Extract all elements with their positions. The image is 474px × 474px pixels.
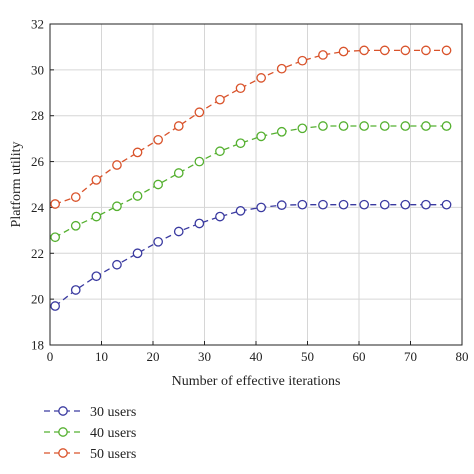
data-point — [215, 211, 225, 222]
data-point — [276, 63, 287, 74]
series-50-users — [50, 45, 452, 209]
y-tick-label: 30 — [31, 62, 44, 77]
data-point — [132, 147, 143, 158]
x-tick-label: 50 — [301, 349, 314, 364]
data-point — [173, 168, 184, 178]
data-point — [318, 121, 328, 131]
data-point — [421, 199, 431, 210]
data-point — [297, 123, 308, 134]
data-point — [112, 259, 122, 270]
legend-marker — [58, 427, 68, 437]
x-tick-label: 80 — [456, 349, 469, 364]
data-point — [276, 200, 287, 210]
data-point — [235, 83, 246, 94]
legend-item: 30 users — [44, 405, 136, 420]
data-point — [173, 226, 184, 237]
data-point — [359, 199, 369, 210]
data-point — [338, 121, 349, 131]
series-line — [54, 49, 447, 205]
legend-item: 40 users — [44, 426, 136, 441]
data-point — [50, 232, 61, 243]
x-axis-title: Number of effective iterations — [172, 374, 341, 389]
data-point — [70, 220, 81, 231]
data-point — [297, 199, 308, 210]
x-tick-label: 10 — [95, 349, 108, 364]
data-point — [379, 199, 390, 210]
data-point — [297, 55, 308, 66]
data-point — [235, 206, 246, 216]
grid-lines — [49, 23, 463, 346]
series-30-users — [50, 199, 452, 311]
data-point — [400, 45, 411, 56]
y-tick-label: 32 — [31, 17, 44, 32]
y-tick-label: 22 — [31, 246, 44, 261]
x-tick-label: 70 — [404, 349, 417, 364]
data-point — [421, 121, 431, 131]
data-point — [173, 121, 184, 131]
data-point — [379, 121, 390, 131]
legend-marker — [58, 406, 68, 416]
series-40-users — [50, 121, 452, 243]
y-axis-title: Platform utility — [9, 142, 24, 228]
legend-label: 50 users — [90, 447, 136, 462]
data-point — [256, 131, 266, 142]
data-point — [70, 192, 81, 202]
data-point — [215, 94, 225, 105]
data-point — [400, 199, 411, 210]
data-point — [441, 45, 452, 56]
data-point — [318, 50, 328, 60]
data-point — [441, 121, 452, 131]
y-tick-label: 24 — [31, 200, 45, 215]
data-point — [421, 45, 431, 56]
x-tick-label: 60 — [353, 349, 366, 364]
data-point — [153, 179, 163, 190]
data-point — [194, 107, 205, 118]
data-point — [359, 45, 369, 56]
legend-label: 30 users — [90, 405, 136, 420]
data-point — [112, 201, 122, 212]
data-point — [318, 199, 328, 210]
y-tick-label: 18 — [31, 338, 44, 353]
x-tick-label: 30 — [198, 349, 211, 364]
data-point — [379, 45, 390, 56]
data-point — [91, 271, 102, 282]
data-point — [132, 191, 143, 201]
x-tick-label: 20 — [147, 349, 160, 364]
data-point — [70, 285, 81, 295]
series-layer — [50, 45, 452, 311]
y-tick-label: 28 — [31, 108, 44, 123]
data-point — [91, 175, 102, 185]
data-point — [359, 121, 369, 131]
legend-label: 40 users — [90, 426, 136, 441]
y-tick-label: 20 — [31, 292, 44, 307]
data-point — [153, 134, 163, 145]
data-point — [50, 199, 61, 209]
data-point — [276, 126, 287, 137]
data-point — [338, 199, 349, 210]
legend-item: 50 users — [44, 447, 136, 462]
data-point — [132, 248, 143, 259]
legend: 30 users 40 users 50 users — [44, 405, 136, 462]
data-point — [256, 202, 266, 213]
data-point — [235, 138, 246, 149]
data-point — [194, 156, 205, 167]
data-point — [256, 73, 266, 83]
x-tick-label: 40 — [250, 349, 263, 364]
data-point — [441, 199, 452, 210]
x-tick-label: 0 — [47, 349, 54, 364]
data-point — [194, 218, 205, 229]
data-point — [400, 121, 411, 131]
legend-marker — [58, 448, 68, 458]
y-tick-label: 26 — [31, 154, 45, 169]
data-point — [215, 146, 225, 157]
data-point — [91, 211, 102, 222]
data-point — [338, 46, 349, 57]
data-point — [153, 236, 163, 247]
data-point — [50, 301, 61, 311]
axis-ticks: 0 10 20 30 40 50 60 70 80 18 20 22 24 26 28 30 32 — [31, 17, 469, 365]
series-line — [54, 125, 447, 238]
data-point — [112, 160, 122, 170]
series-line — [54, 204, 447, 307]
